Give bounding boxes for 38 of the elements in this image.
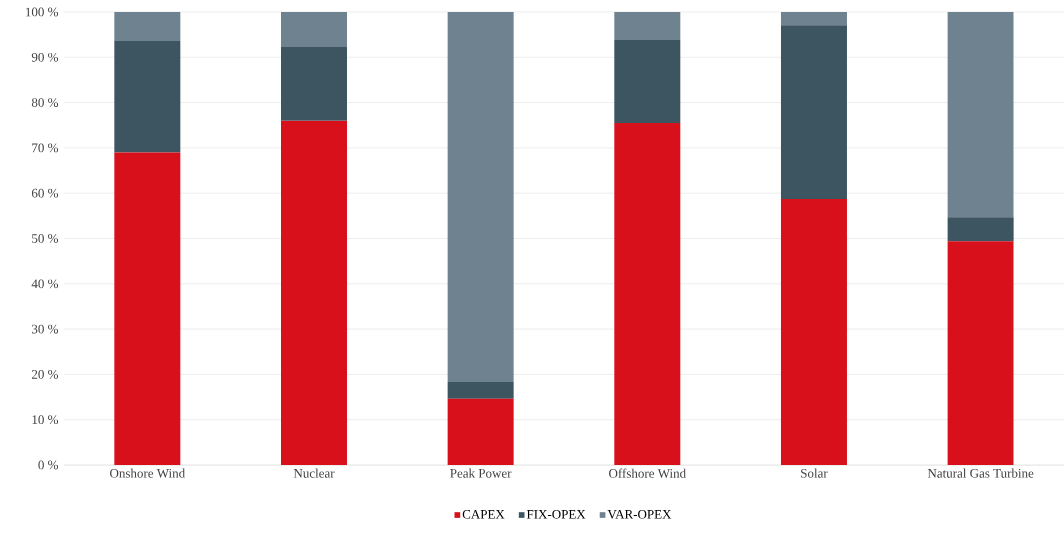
y-tick-label: 20 % <box>31 370 59 379</box>
bar <box>780 199 847 465</box>
bar <box>947 11 1014 218</box>
x-tick-label: Nuclear <box>293 468 335 478</box>
y-tick-label: 50 % <box>32 234 59 243</box>
y-tick-label: 60 % <box>31 188 59 198</box>
y-tick-label: 80 % <box>31 98 59 108</box>
y-tick-label: 10 % <box>32 415 59 425</box>
x-tick-label: Peak Power <box>450 468 512 478</box>
bar <box>280 120 347 465</box>
bar <box>447 398 514 465</box>
bar <box>114 11 181 41</box>
bar <box>780 25 847 200</box>
bar <box>614 122 681 465</box>
bar <box>614 11 681 41</box>
bar <box>947 241 1014 465</box>
y-tick-label: 100 % <box>26 7 59 17</box>
x-tick-label: Onshore Wind <box>110 468 185 478</box>
bar <box>947 217 1014 242</box>
bar <box>447 11 514 383</box>
x-tick-label: Solar <box>801 468 828 478</box>
bar <box>280 11 347 47</box>
bar <box>114 152 181 465</box>
y-tick-label: 30 % <box>32 324 59 334</box>
legend-label: FIX-OPEX <box>526 509 586 519</box>
bar <box>614 40 681 123</box>
bar <box>280 46 347 121</box>
legend-label: VAR-OPEX <box>607 509 672 519</box>
y-tick-label: 90 % <box>31 52 59 62</box>
y-tick-label: 70 % <box>32 143 59 153</box>
y-tick-label: 40 % <box>31 279 59 289</box>
legend-label: CAPEX <box>462 509 505 519</box>
bar <box>447 382 514 399</box>
y-tick-label: 0 % <box>38 460 59 470</box>
x-tick-label: Natural Gas Turbine <box>927 468 1034 478</box>
x-tick-label: Offshore Wind <box>609 468 686 478</box>
bar <box>114 40 181 153</box>
bar <box>780 11 847 26</box>
